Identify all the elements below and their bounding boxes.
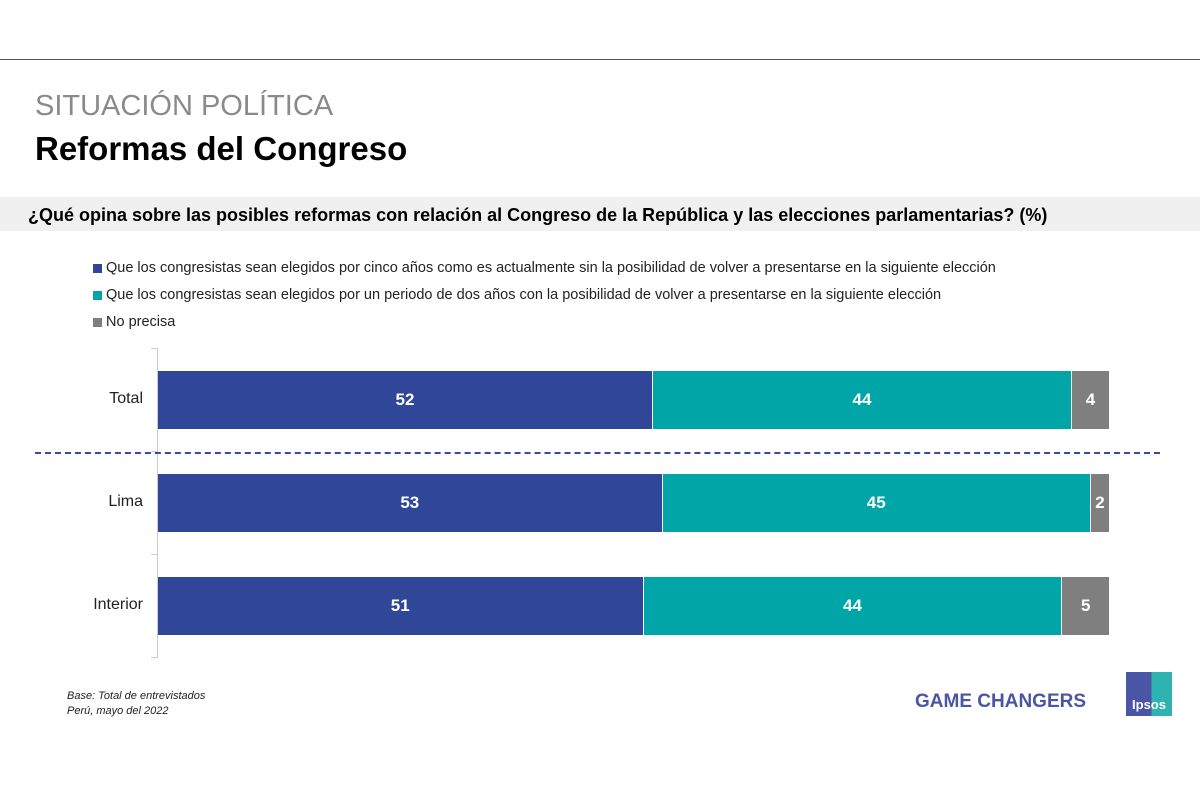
legend-item: Que los congresistas sean elegidos por c… [93, 260, 996, 276]
bar-segment: 53 [158, 474, 663, 532]
bar-segment: 2 [1090, 474, 1110, 532]
ipsos-logo: Ipsos [1126, 672, 1172, 716]
top-divider [0, 59, 1200, 60]
axis-tick [151, 348, 157, 349]
total-separator [35, 452, 1160, 454]
bar-segment: 4 [1071, 371, 1110, 429]
footnote-date: Perú, mayo del 2022 [67, 705, 169, 717]
bar-segment: 44 [643, 577, 1063, 635]
legend-label: No precisa [106, 314, 176, 330]
legend-swatch [93, 263, 102, 273]
axis-tick [151, 554, 157, 555]
legend-label: Que los congresistas sean elegidos por u… [106, 287, 942, 303]
page-title: Reformas del Congreso [35, 130, 408, 167]
category-label: Interior [93, 596, 143, 613]
bar-segment: 44 [653, 371, 1072, 429]
axis-tick [151, 657, 157, 658]
category-label: Lima [108, 493, 143, 510]
bar-segment: 51 [158, 577, 644, 635]
bar-segment: 5 [1062, 577, 1110, 635]
section-title: SITUACIÓN POLÍTICA [35, 90, 334, 122]
legend-item: No precisa [93, 314, 175, 330]
slogan: GAME CHANGERS [915, 691, 1087, 712]
legend-item: Que los congresistas sean elegidos por u… [93, 287, 941, 303]
axis-tick [151, 451, 157, 452]
legend-label: Que los congresistas sean elegidos por c… [106, 260, 996, 276]
legend-swatch [93, 290, 102, 300]
bar-segment: 52 [158, 371, 654, 429]
bar-segment: 45 [662, 474, 1091, 532]
footnote-base: Base: Total de entrevistados [67, 690, 206, 702]
category-label: Total [109, 390, 143, 407]
chart-question: ¿Qué opina sobre las posibles reformas c… [28, 205, 1048, 225]
category-axis [157, 348, 158, 658]
question-band [0, 197, 1200, 231]
legend-swatch [93, 317, 102, 327]
